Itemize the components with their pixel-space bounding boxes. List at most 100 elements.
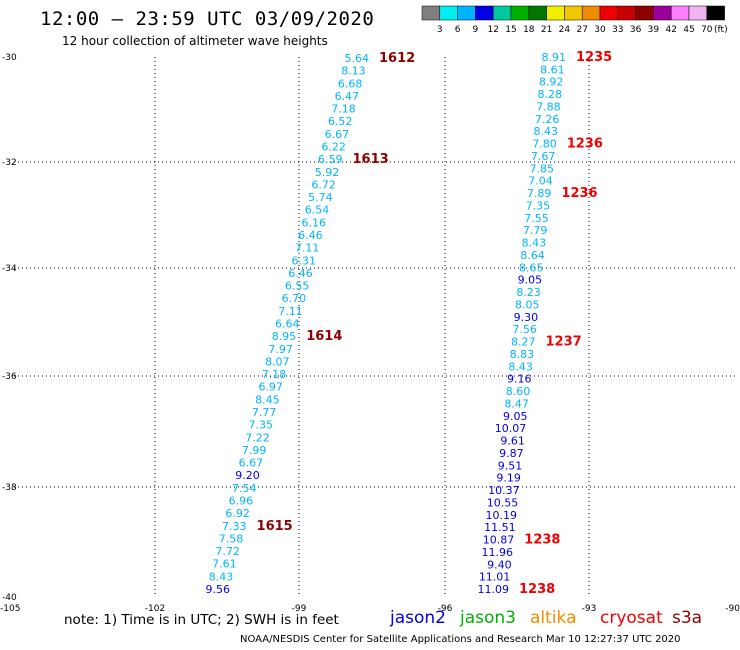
wave-height-value: 6.96: [229, 495, 254, 508]
wave-height-value: 10.07: [495, 422, 527, 435]
footer-note: note: 1) Time is in UTC; 2) SWH is in fe…: [64, 612, 339, 628]
colorbar-swatch: [510, 5, 530, 21]
wave-height-value: 9.61: [500, 435, 525, 448]
colorbar-swatch: [706, 5, 725, 21]
wave-height-value: 11.51: [484, 521, 516, 534]
colorbar-tick-label: 42: [665, 25, 676, 35]
wave-height-value: 5.74: [308, 191, 333, 204]
pass-time-label: 1614: [306, 329, 342, 344]
wave-height-value: 7.79: [523, 224, 548, 237]
colorbar-swatch: [688, 5, 708, 21]
wave-height-value: 7.72: [215, 545, 240, 558]
wave-height-value: 9.16: [507, 373, 532, 386]
pass-time-label: 1238: [524, 533, 560, 548]
wave-height-value: 8.61: [540, 63, 565, 76]
pass-time-label: 1236: [561, 186, 597, 201]
wave-height-value: 7.85: [530, 162, 555, 175]
wave-height-value: 7.11: [295, 242, 320, 255]
wave-height-value: 6.92: [225, 507, 250, 520]
colorbar-tick-label: 21: [541, 25, 552, 35]
satellite-legend-jason3: jason3: [460, 608, 516, 628]
wave-height-value: 9.87: [499, 447, 524, 460]
wave-height-value: 7.54: [232, 482, 257, 495]
wave-height-value: 6.97: [258, 381, 283, 394]
wave-height-value: 8.45: [255, 393, 280, 406]
colorbar-tick-label: 9: [473, 25, 479, 35]
wave-height-value: 8.60: [506, 385, 531, 398]
wave-height-value: 8.47: [504, 397, 529, 410]
wave-height-value: 7.80: [532, 138, 557, 151]
wave-height-value: 7.18: [331, 103, 356, 116]
wave-height-value: 5.92: [315, 166, 340, 179]
colorbar-tick-label: 70: [701, 25, 713, 35]
wave-height-value: 6.72: [311, 178, 336, 191]
colorbar-swatch: [546, 5, 565, 21]
wave-height-value: 7.58: [219, 532, 244, 545]
satellite-legend-altika: altika: [530, 608, 577, 628]
colorbar-tick-label: 3: [437, 25, 443, 35]
wave-height-value: 7.67: [531, 150, 556, 163]
wave-height-value: 8.07: [265, 355, 290, 368]
wave-height-value: 7.88: [536, 100, 561, 113]
colorbar-tick-label: 45: [683, 25, 694, 35]
wave-height-value: 7.33: [222, 520, 247, 533]
wave-height-value: 8.92: [539, 76, 564, 89]
credit-line: NOAA/NESDIS Center for Satellite Applica…: [240, 634, 681, 645]
map-title: 12:00 – 23:59 UTC 03/09/2020: [40, 8, 375, 30]
colorbar-tick-label: 12: [487, 25, 498, 35]
wave-height-value: 9.30: [514, 311, 539, 324]
wave-height-value: 7.97: [268, 343, 293, 356]
wave-height-value: 6.67: [239, 457, 264, 470]
pass-time-label: 1237: [546, 335, 582, 350]
wave-height-value: 7.26: [535, 113, 560, 126]
wave-height-value: 10.87: [483, 534, 515, 547]
wave-height-value: 7.35: [249, 419, 274, 432]
colorbar-swatch: [581, 5, 601, 21]
wave-height-value: 8.43: [209, 570, 234, 583]
wave-height-value: 7.35: [526, 199, 551, 212]
wave-height-value: 7.56: [512, 323, 537, 336]
colorbar-tick-label: 36: [630, 25, 642, 35]
longitude-label: -99: [292, 604, 307, 614]
latitude-label: -40: [2, 593, 17, 603]
wave-height-value: 8.95: [272, 330, 297, 343]
wave-height-value: 9.56: [206, 583, 231, 596]
wave-height-value: 8.13: [341, 65, 366, 78]
wave-height-value: 8.27: [511, 336, 536, 349]
satellite-legend-s3a: s3a: [672, 608, 703, 628]
wave-height-value: 8.91: [542, 51, 567, 64]
colorbar-swatch: [475, 5, 494, 21]
latitude-label: -36: [2, 372, 17, 382]
wave-height-value: 7.61: [212, 558, 237, 571]
wave-height-value: 6.31: [292, 254, 317, 267]
wave-height-value: 9.20: [235, 469, 260, 482]
colorbar-swatch: [421, 5, 441, 21]
wave-height-value: 8.43: [508, 360, 533, 373]
wave-height-value: 6.59: [318, 153, 343, 166]
pass-time-label: 1612: [379, 51, 415, 66]
colorbar-swatch: [439, 5, 458, 21]
wave-height-value: 10.55: [487, 496, 519, 509]
wave-height-value: 6.16: [301, 216, 326, 229]
map-subtitle: 12 hour collection of altimeter wave hei…: [62, 34, 328, 48]
wave-height-value: 6.47: [335, 90, 360, 103]
colorbar-tick-label: 24: [559, 25, 571, 35]
colorbar-swatch: [653, 5, 672, 21]
colorbar-swatch: [528, 5, 547, 21]
wave-height-value: 6.52: [328, 115, 353, 128]
satellite-legend-jason2: jason2: [390, 608, 446, 628]
latitude-label: -30: [2, 53, 17, 63]
wave-height-value: 6.22: [321, 141, 346, 154]
wave-height-value: 7.18: [262, 368, 287, 381]
wave-height-value: 5.64: [345, 52, 370, 65]
wave-height-value: 8.28: [538, 88, 563, 101]
wave-height-value: 9.19: [496, 472, 521, 485]
wave-height-value: 6.54: [305, 204, 330, 217]
wave-height-value: 11.96: [481, 546, 513, 559]
latitude-label: -38: [2, 483, 17, 493]
wave-height-value: 10.19: [485, 509, 517, 522]
wave-height-value: 7.55: [524, 212, 549, 225]
colorbar-unit: (ft): [714, 25, 728, 35]
wave-height-value: 6.67: [325, 128, 350, 141]
